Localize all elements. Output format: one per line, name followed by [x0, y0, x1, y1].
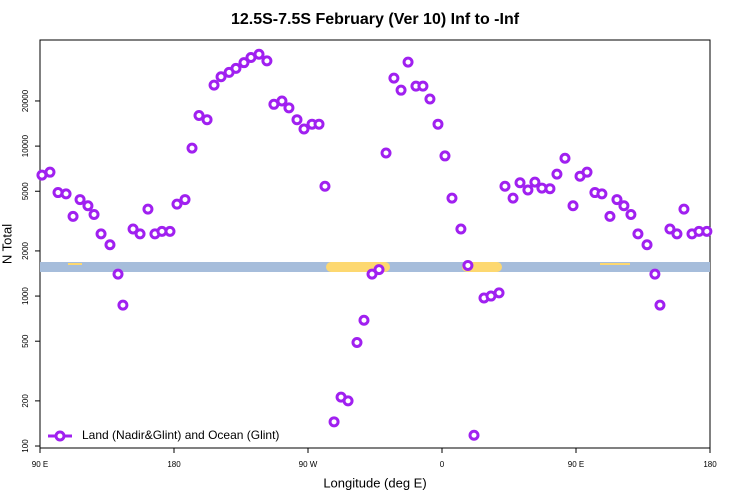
point	[581, 166, 593, 178]
point	[313, 118, 325, 130]
point	[529, 176, 541, 188]
land-strip	[600, 263, 630, 265]
point	[67, 210, 79, 222]
point	[417, 80, 429, 92]
y-tick-label: 1000	[21, 287, 30, 305]
point	[468, 429, 480, 441]
point	[74, 194, 86, 206]
plot-frame	[39, 39, 711, 449]
point	[319, 180, 331, 192]
legend-marker	[54, 430, 66, 442]
point	[186, 142, 198, 154]
point	[493, 287, 505, 299]
point	[193, 109, 205, 121]
point	[424, 93, 436, 105]
point	[298, 123, 310, 135]
point	[230, 62, 242, 74]
point	[641, 239, 653, 251]
y-tick-label: 200	[21, 394, 30, 408]
point	[664, 223, 676, 235]
x-tick-label: 90 E	[568, 460, 584, 469]
point	[117, 299, 129, 311]
point	[342, 395, 354, 407]
point	[439, 150, 451, 162]
y-tick-label: 100	[21, 439, 30, 453]
y-axis-label: N Total	[0, 224, 14, 264]
point	[432, 118, 444, 130]
point	[253, 48, 265, 60]
point	[632, 228, 644, 240]
point	[446, 192, 458, 204]
point	[596, 188, 608, 200]
x-tick-label: 90 E	[32, 460, 48, 469]
point	[604, 210, 616, 222]
point	[402, 56, 414, 68]
x-tick-label: 90 W	[299, 460, 318, 469]
point	[60, 188, 72, 200]
point	[328, 416, 340, 428]
y-tick-label: 500	[21, 334, 30, 348]
point	[654, 299, 666, 311]
point	[618, 200, 630, 212]
point	[95, 228, 107, 240]
point	[112, 268, 124, 280]
point	[276, 95, 288, 107]
point	[351, 337, 363, 349]
y-tick-label: 5000	[21, 182, 30, 200]
y-tick-label: 2000	[21, 241, 30, 259]
point	[104, 239, 116, 251]
point	[611, 194, 623, 206]
y-tick-label: 10000	[21, 134, 30, 157]
x-tick-label: 0	[440, 460, 445, 469]
point	[44, 166, 56, 178]
chart-title: 12.5S-7.5S February (Ver 10) Inf to -Inf	[231, 11, 520, 28]
point	[238, 57, 250, 69]
point	[544, 183, 556, 195]
x-axis-label: Longitude (deg E)	[323, 475, 426, 490]
point	[127, 223, 139, 235]
x-tick-label: 180	[703, 460, 717, 469]
point	[522, 184, 534, 196]
point	[171, 198, 183, 210]
point	[395, 84, 407, 96]
point	[388, 72, 400, 84]
point	[261, 55, 273, 67]
point	[559, 152, 571, 164]
point	[201, 114, 213, 126]
point	[208, 79, 220, 91]
point	[455, 223, 467, 235]
point	[179, 194, 191, 206]
point	[283, 102, 295, 114]
point	[625, 208, 637, 220]
legend-label: Land (Nadir&Glint) and Ocean (Glint)	[82, 428, 279, 442]
point	[671, 228, 683, 240]
point	[567, 200, 579, 212]
point	[142, 203, 154, 215]
point	[551, 168, 563, 180]
point	[291, 114, 303, 126]
y-tick-label: 20000	[21, 89, 30, 112]
point	[82, 200, 94, 212]
point	[88, 208, 100, 220]
point	[701, 225, 713, 237]
point	[514, 177, 526, 189]
point	[215, 71, 227, 83]
point	[373, 264, 385, 276]
point	[134, 228, 146, 240]
point	[678, 203, 690, 215]
point	[507, 192, 519, 204]
point	[164, 225, 176, 237]
point	[380, 147, 392, 159]
x-tick-label: 180	[167, 460, 181, 469]
land-strip	[68, 263, 82, 265]
point	[462, 259, 474, 271]
point	[358, 314, 370, 326]
point	[649, 268, 661, 280]
point	[499, 180, 511, 192]
